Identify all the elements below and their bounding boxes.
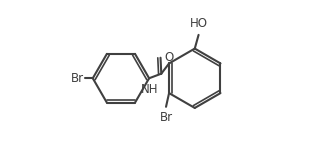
- Text: Br: Br: [159, 111, 173, 124]
- Text: O: O: [165, 51, 174, 64]
- Text: Br: Br: [71, 72, 84, 85]
- Text: NH: NH: [141, 83, 159, 96]
- Text: HO: HO: [190, 17, 208, 30]
